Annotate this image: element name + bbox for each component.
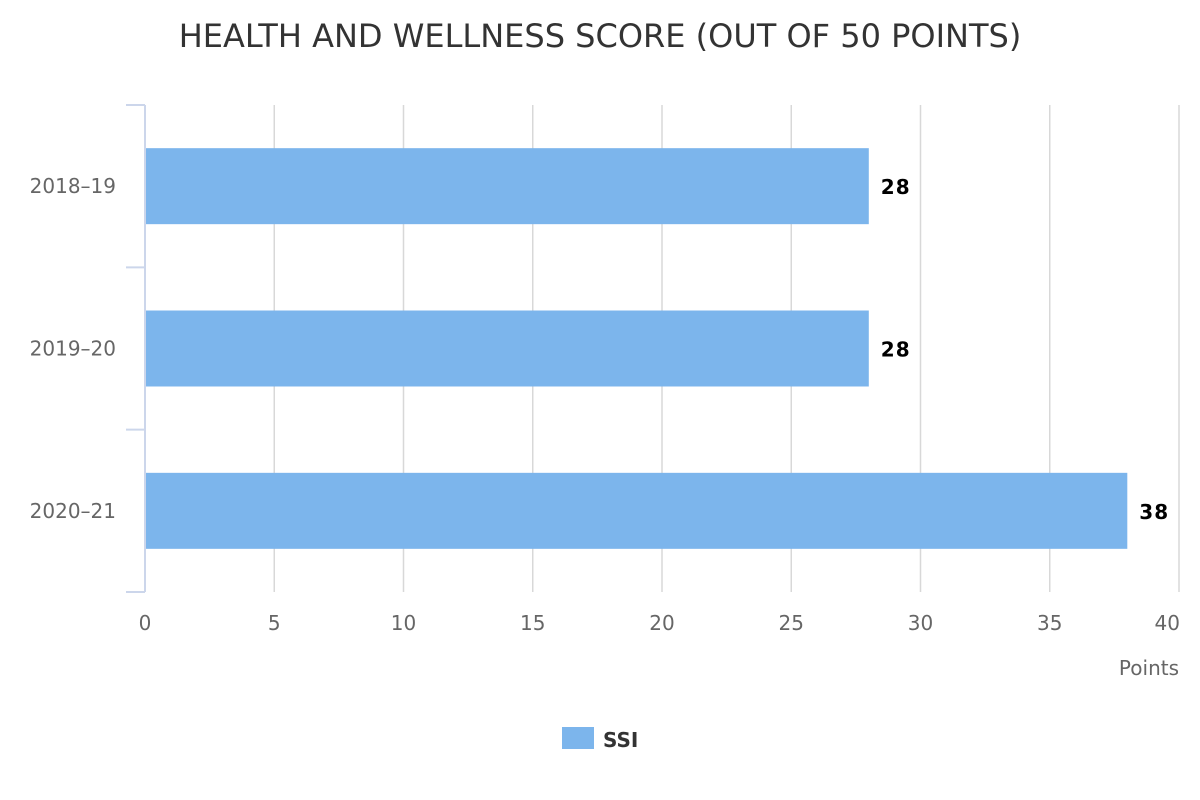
x-tick-label: 5: [268, 611, 281, 635]
y-tick-label: 2020–21: [30, 499, 116, 523]
x-tick-label: 40: [1155, 611, 1180, 635]
data-label: 28: [881, 338, 911, 362]
chart-title: HEALTH AND WELLNESS SCORE (OUT OF 50 POI…: [179, 17, 1022, 55]
y-tick-label: 2018–19: [30, 174, 116, 198]
legend[interactable]: SSI: [562, 727, 638, 752]
x-tick-label: 20: [649, 611, 674, 635]
data-label: 38: [1139, 500, 1169, 524]
y-tick-label: 2019–20: [30, 337, 116, 361]
legend-label: SSI: [603, 728, 638, 752]
bar: [145, 148, 869, 225]
legend-swatch: [562, 727, 594, 749]
x-tick-label: 35: [1037, 611, 1062, 635]
axes: [126, 104, 146, 593]
x-tick-label: 15: [520, 611, 545, 635]
x-axis-title: Points: [1119, 656, 1179, 680]
x-tick-label: 30: [908, 611, 933, 635]
x-tick-label: 0: [139, 611, 152, 635]
x-tick-label: 10: [391, 611, 416, 635]
bar: [145, 472, 1128, 549]
x-tick-label: 25: [779, 611, 804, 635]
bar: [145, 310, 869, 387]
data-label: 28: [881, 175, 911, 199]
labels: 0 5 10 15 20 25 30 35 40 28 2018–19 28 2019–20 38 2020…: [30, 174, 1180, 635]
bars: [145, 148, 1128, 549]
